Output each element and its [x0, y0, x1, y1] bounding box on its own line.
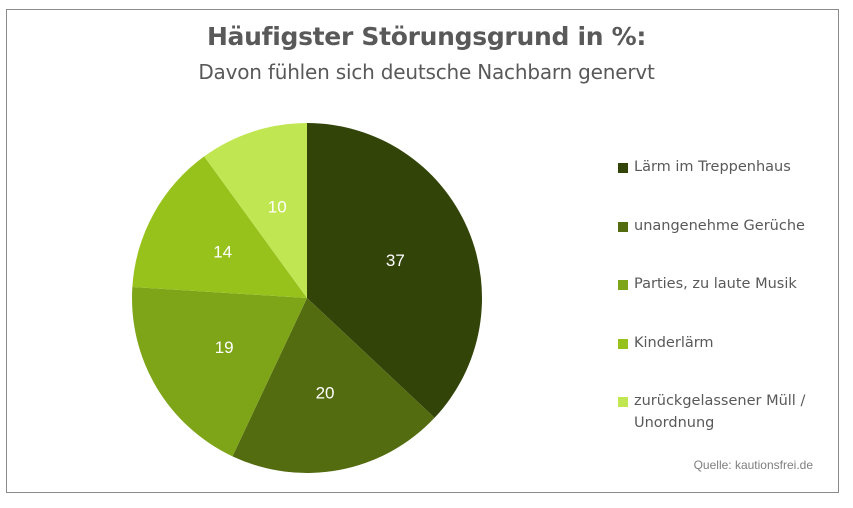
legend-item: Parties, zu laute Musik [618, 273, 824, 295]
slice-data-label: 37 [386, 251, 405, 270]
legend-item: zurückgelassener Müll / Unordnung [618, 390, 824, 434]
legend-item: unangenehme Gerüche [618, 215, 824, 237]
slice-data-label: 20 [316, 384, 335, 403]
legend-swatch [618, 280, 628, 290]
slice-data-label: 14 [213, 243, 232, 262]
legend-label: Lärm im Treppenhaus [634, 159, 791, 175]
legend-swatch [618, 222, 628, 232]
chart-subtitle: Davon fühlen sich deutsche Nachbarn gene… [198, 60, 655, 84]
legend-item: Kinderlärm [618, 332, 824, 354]
legend-label: zurückgelassener Müll / Unordnung [634, 393, 806, 431]
legend-item: Lärm im Treppenhaus [618, 156, 824, 178]
pie-slice [204, 123, 307, 298]
pie-slice [132, 287, 307, 457]
pie-slice [232, 298, 435, 474]
legend-label: unangenehme Gerüche [634, 218, 805, 234]
chart-title: Häufigster Störungsgrund in %: [206, 22, 647, 51]
legend-swatch [618, 163, 628, 173]
legend-swatch [618, 397, 628, 407]
legend-swatch [618, 339, 628, 349]
slice-data-label: 10 [268, 197, 287, 216]
pie-slice [132, 156, 307, 298]
legend-label: Parties, zu laute Musik [634, 276, 797, 292]
source-note: Quelle: kautionsfrei.de [693, 458, 813, 472]
pie-slice [307, 123, 483, 418]
legend-label: Kinderlärm [634, 335, 714, 351]
slice-data-label: 19 [215, 338, 234, 357]
